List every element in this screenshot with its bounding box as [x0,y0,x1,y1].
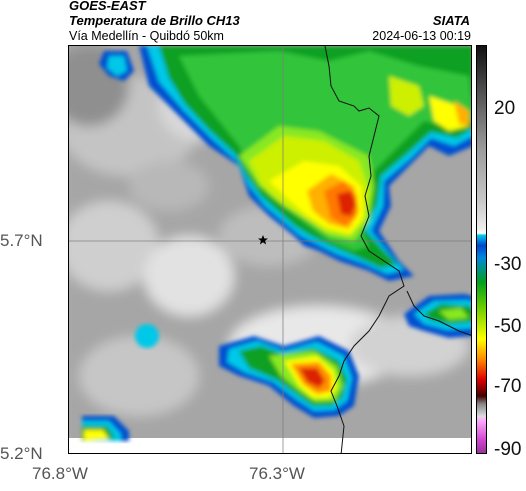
lon-label-76.3: 76.3°W [249,464,305,483]
lat-label-5.2: 5.2°N [0,444,43,463]
no-data-band [69,438,471,453]
convective-cloud-southwest [82,416,129,441]
colorbar-tick-20: 20 [494,98,516,119]
org-label: SIATA [432,13,470,28]
lat-label-5.7: 5.7°N [0,231,43,250]
lon-label-76.8: 76.8°W [32,464,88,483]
convective-cloud-northwest [99,51,134,81]
convective-cloud-east [404,294,471,338]
product-title: Temperatura de Brillo CH13 [69,13,240,28]
satellite-title: GOES-EAST [69,0,146,13]
colorbar-tick-neg90: -90 [494,439,522,460]
convective-cloud-north [139,46,471,281]
satellite-map[interactable] [68,45,472,454]
cloud-cell-small [135,324,159,348]
star-icon [258,235,268,245]
convective-cloud-south [219,336,359,418]
temperature-colorbar [476,45,487,454]
colorbar-tick-neg70: -70 [494,376,522,397]
boundary-lines [324,46,471,453]
timestamp-label: 2024-06-13 00:19 [372,29,471,43]
route-label: Vía Medellín - Quibdó 50km [69,29,224,43]
map-gridlines [69,46,471,453]
colorbar-tick-neg50: -50 [494,316,522,337]
colorbar-tick-neg30: -30 [494,254,522,275]
